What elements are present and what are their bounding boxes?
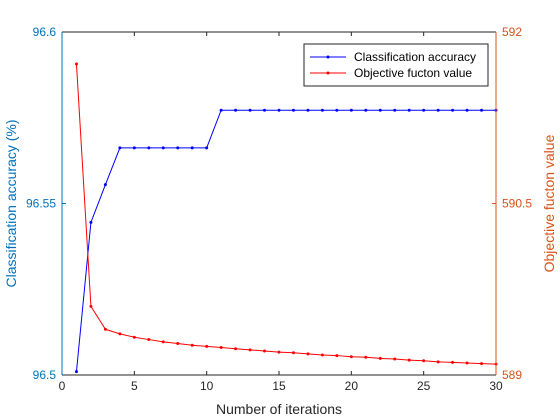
data-point-objective: [161, 340, 165, 344]
legend-label-accuracy: Classification accuracy: [354, 50, 476, 64]
series-line-objective: [75, 63, 497, 365]
data-point-objective: [248, 348, 252, 352]
data-point-objective: [422, 359, 426, 363]
data-point-accuracy: [422, 108, 426, 112]
data-point-objective: [176, 342, 180, 346]
legend: Classification accuracy Objective fucton…: [303, 43, 489, 87]
data-point-accuracy: [118, 146, 122, 150]
right-y-tick-label: 590.5: [502, 197, 532, 211]
data-point-accuracy: [436, 108, 440, 112]
data-point-objective: [89, 304, 93, 308]
data-point-accuracy: [480, 108, 484, 112]
data-point-accuracy: [263, 108, 267, 112]
data-point-accuracy: [465, 108, 469, 112]
legend-marker-accuracy: [326, 55, 330, 59]
data-point-accuracy: [277, 108, 281, 112]
data-point-objective: [306, 352, 310, 356]
left-axis-title: Classification accuracy (%): [3, 119, 19, 287]
plot-area: [62, 32, 496, 375]
data-point-accuracy: [205, 146, 209, 150]
data-point-objective: [118, 332, 122, 336]
data-point-accuracy: [248, 108, 252, 112]
data-point-objective: [74, 62, 78, 66]
series-line-accuracy: [75, 109, 496, 372]
data-point-objective: [190, 343, 194, 347]
data-point-accuracy: [335, 108, 339, 112]
data-point-objective: [364, 355, 368, 359]
x-tick-label: 30: [489, 379, 503, 393]
data-point-accuracy: [176, 146, 180, 150]
data-point-accuracy: [74, 370, 78, 374]
data-point-objective: [320, 353, 324, 357]
data-point-accuracy: [219, 108, 223, 112]
left-y-tick-label: 96.6: [33, 25, 57, 39]
legend-box: [303, 43, 489, 87]
data-point-objective: [465, 361, 469, 365]
x-axis-title: Number of iterations: [216, 401, 342, 417]
data-point-objective: [103, 327, 107, 331]
data-point-objective: [263, 349, 267, 353]
left-y-tick-label: 96.55: [26, 197, 56, 211]
data-point-objective: [349, 355, 353, 359]
data-point-objective: [205, 344, 209, 348]
data-point-accuracy: [132, 146, 136, 150]
left-y-tick-label: 96.5: [33, 368, 57, 382]
data-point-accuracy: [190, 146, 194, 150]
x-tick-label: 25: [417, 379, 431, 393]
data-point-accuracy: [364, 108, 368, 112]
data-point-objective: [393, 357, 397, 361]
data-point-accuracy: [393, 108, 397, 112]
tick-layer: 0 5 10 15 20 25 30 96.5 96.55 96.6 589 590.5 592: [26, 25, 532, 393]
data-point-objective: [219, 346, 223, 350]
data-point-accuracy: [320, 108, 324, 112]
data-point-objective: [277, 350, 281, 354]
data-point-accuracy: [234, 108, 238, 112]
data-point-objective: [234, 347, 238, 351]
data-point-accuracy: [306, 108, 310, 112]
data-point-accuracy: [451, 108, 455, 112]
data-point-accuracy: [103, 183, 107, 187]
right-axis-title: Objective fucton value: [541, 134, 557, 272]
series-layer: [74, 62, 498, 374]
right-y-tick-label: 589: [502, 368, 522, 382]
x-tick-label: 10: [200, 379, 214, 393]
data-point-accuracy: [291, 108, 295, 112]
data-point-accuracy: [147, 146, 151, 150]
legend-label-objective: Objective fucton value: [354, 66, 472, 80]
data-point-objective: [436, 360, 440, 364]
x-tick-label: 5: [131, 379, 138, 393]
data-point-objective: [291, 351, 295, 355]
legend-marker-objective: [326, 71, 330, 75]
data-point-objective: [407, 358, 411, 362]
data-point-objective: [147, 338, 151, 342]
data-point-accuracy: [407, 108, 411, 112]
data-point-accuracy: [161, 146, 165, 150]
data-point-objective: [335, 354, 339, 358]
data-point-objective: [132, 335, 136, 339]
right-y-tick-label: 592: [502, 25, 522, 39]
x-tick-label: 0: [59, 379, 66, 393]
data-point-accuracy: [89, 220, 93, 224]
data-point-objective: [451, 360, 455, 364]
data-point-accuracy: [349, 108, 353, 112]
x-tick-label: 20: [345, 379, 359, 393]
data-point-objective: [378, 356, 382, 360]
x-tick-label: 15: [272, 379, 286, 393]
data-point-objective: [480, 362, 484, 366]
data-point-accuracy: [378, 108, 382, 112]
